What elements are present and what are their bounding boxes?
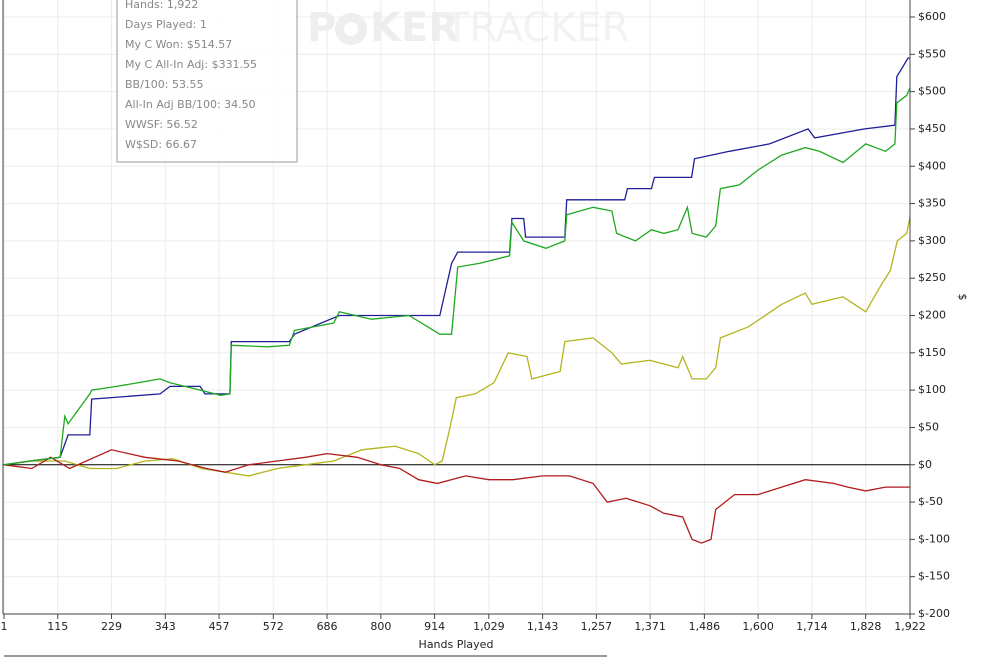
y-tick-label: $600 xyxy=(918,10,946,23)
x-tick-label: 1,922 xyxy=(894,620,926,633)
watermark-text: KER xyxy=(370,5,459,51)
y-tick-label: $100 xyxy=(918,383,946,396)
watermark-text: P xyxy=(307,5,336,51)
tooltip-line: Days Played: 1 xyxy=(125,18,207,31)
x-tick-label: 1,029 xyxy=(473,620,505,633)
y-tick-label: $150 xyxy=(918,346,946,359)
tooltip-line: BB/100: 53.55 xyxy=(125,78,204,91)
x-tick-label: 686 xyxy=(317,620,338,633)
x-tick-label: 1,143 xyxy=(527,620,559,633)
y-tick-label: $300 xyxy=(918,234,946,247)
tooltip-line: My C Won: $514.57 xyxy=(125,38,232,51)
y-tick-label: $-100 xyxy=(918,532,950,545)
tooltip-line: Hands: 1,922 xyxy=(125,0,198,11)
watermark: P KER TRACKER xyxy=(307,5,630,51)
x-tick-label: 1,486 xyxy=(689,620,721,633)
y-tick-label: $450 xyxy=(918,122,946,135)
series-line xyxy=(3,216,911,477)
y-tick-label: $-50 xyxy=(918,495,943,508)
y-tick-label: $400 xyxy=(918,159,946,172)
y-tick-label: $-200 xyxy=(918,607,950,620)
chip-icon xyxy=(344,22,358,36)
y-tick-label: $0 xyxy=(918,458,932,471)
series-line xyxy=(3,57,910,466)
x-tick-label: 914 xyxy=(424,620,445,633)
y-tick-label: $550 xyxy=(918,47,946,60)
tooltip-line: My C All-In Adj: $331.55 xyxy=(125,58,257,71)
tooltip-line: WWSF: 56.52 xyxy=(125,118,198,131)
series-line xyxy=(3,87,911,466)
y-tick-label: $250 xyxy=(918,271,946,284)
x-tick-label: 1 xyxy=(1,620,8,633)
y-axis-title: $ xyxy=(956,294,969,301)
watermark-text: TRACKER xyxy=(444,5,630,51)
x-tick-label: 572 xyxy=(263,620,284,633)
x-tick-label: 1,828 xyxy=(850,620,882,633)
y-tick-label: $200 xyxy=(918,309,946,322)
x-tick-label: 1,600 xyxy=(742,620,774,633)
x-tick-label: 457 xyxy=(209,620,230,633)
x-tick-label: 1,371 xyxy=(634,620,666,633)
series-line xyxy=(3,449,910,544)
x-tick-label: 800 xyxy=(370,620,391,633)
y-tick-label: $350 xyxy=(918,197,946,210)
tooltip-line: W$SD: 66.67 xyxy=(125,138,197,151)
x-tick-label: 343 xyxy=(155,620,176,633)
x-tick-label: 1,714 xyxy=(796,620,828,633)
x-tick-label: 1,257 xyxy=(581,620,613,633)
x-axis-title: Hands Played xyxy=(419,638,494,651)
tooltip-line: All-In Adj BB/100: 34.50 xyxy=(125,98,256,111)
tooltip-box xyxy=(116,0,298,163)
y-tick-label: $500 xyxy=(918,85,946,98)
x-tick-label: 115 xyxy=(47,620,68,633)
x-tick-label: 229 xyxy=(101,620,122,633)
y-tick-label: $50 xyxy=(918,420,939,433)
y-tick-label: $-150 xyxy=(918,570,950,583)
